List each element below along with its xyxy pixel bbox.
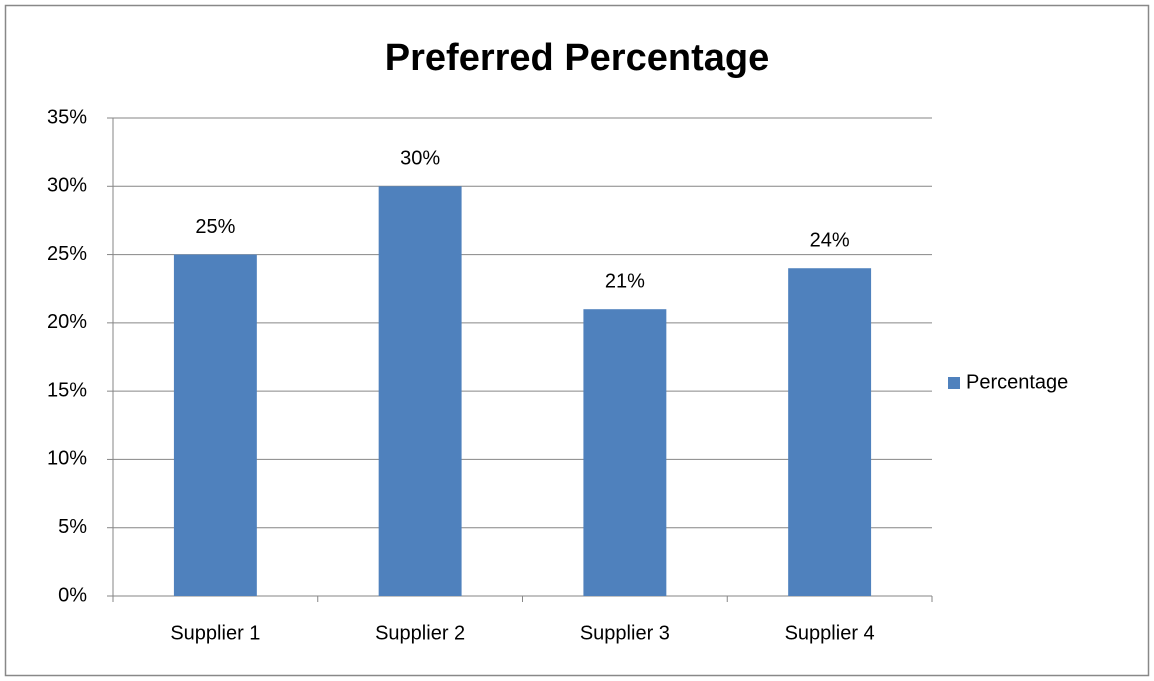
y-tick-label: 15% (47, 379, 87, 401)
x-tick-label: Supplier 2 (375, 622, 465, 644)
y-tick-label: 25% (47, 243, 87, 265)
data-label: 25% (195, 216, 235, 238)
legend-label: Percentage (966, 371, 1068, 393)
legend-swatch (948, 377, 960, 389)
x-tick-label: Supplier 1 (170, 622, 260, 644)
x-tick-label: Supplier 3 (580, 622, 670, 644)
data-label: 24% (810, 230, 850, 252)
bar (173, 254, 257, 597)
y-tick-label: 0% (58, 584, 87, 606)
data-label: 21% (605, 270, 645, 292)
x-tick-label: Supplier 4 (785, 622, 875, 644)
y-tick-label: 10% (47, 448, 87, 470)
bar (583, 309, 667, 596)
data-label: 30% (400, 148, 440, 170)
y-tick-label: 5% (58, 516, 87, 538)
y-tick-label: 20% (47, 311, 87, 333)
chart-title: Preferred Percentage (385, 37, 769, 79)
bar (378, 186, 462, 597)
y-tick-label: 30% (47, 175, 87, 197)
y-tick-label: 35% (47, 106, 87, 128)
bar (788, 268, 872, 596)
